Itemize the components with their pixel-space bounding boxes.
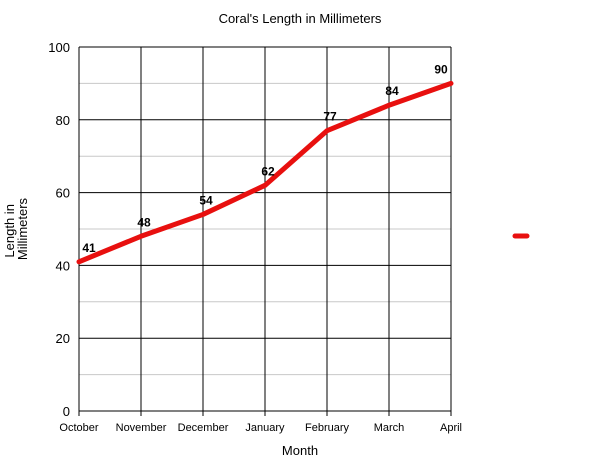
x-tick-label: October <box>59 422 98 434</box>
data-label: 41 <box>82 241 96 255</box>
data-labels: 41 48 54 62 77 84 90 <box>82 62 448 254</box>
series <box>76 80 454 265</box>
y-tick-label: 20 <box>56 331 70 346</box>
y-axis-label-group: Length in Millimeters <box>2 197 30 260</box>
data-label: 84 <box>385 84 399 98</box>
data-label: 77 <box>323 110 337 124</box>
data-label: 62 <box>261 164 275 178</box>
y-tick-label: 40 <box>56 258 70 273</box>
data-label: 48 <box>137 215 151 229</box>
y-tick-label: 100 <box>48 40 70 55</box>
x-axis-label: Month <box>282 443 318 458</box>
x-tick-label: February <box>305 422 350 434</box>
x-axis-ticks: October November December January February Ma… <box>59 422 462 434</box>
x-tick-label: April <box>440 422 462 434</box>
grid <box>78 46 452 416</box>
x-tick-label: December <box>178 422 229 434</box>
x-tick-label: January <box>245 422 285 434</box>
y-axis-label: Length in Millimeters <box>2 197 30 260</box>
y-tick-label: 80 <box>56 113 70 128</box>
y-tick-label: 0 <box>63 404 70 419</box>
data-label: 90 <box>434 62 448 76</box>
series-line <box>76 80 454 265</box>
y-axis-label-line-1: Length in <box>2 204 17 258</box>
x-tick-label: November <box>116 422 167 434</box>
x-tick-label: March <box>374 422 405 434</box>
y-tick-label: 60 <box>56 186 70 201</box>
chart-title: Coral's Length in Millimeters <box>219 11 382 26</box>
y-axis-label-line-2: Millimeters <box>15 197 30 260</box>
y-axis-ticks: 0 20 40 60 80 100 <box>48 40 70 419</box>
data-label: 54 <box>199 193 213 207</box>
